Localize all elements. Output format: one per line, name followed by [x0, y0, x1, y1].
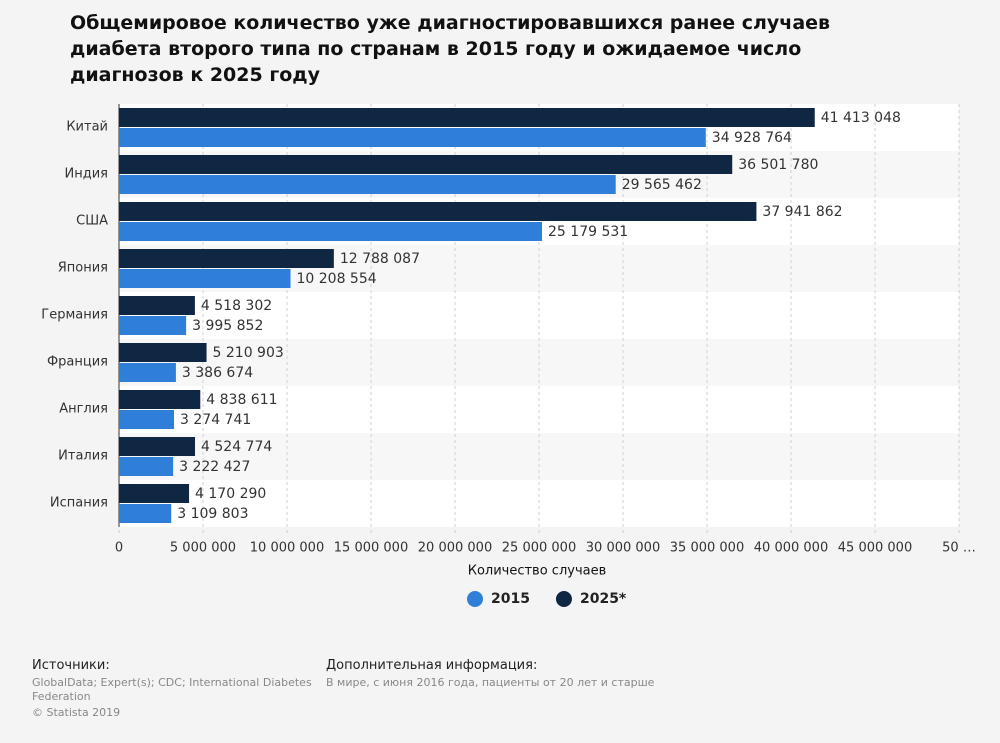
legend-label: 2015 [491, 591, 530, 607]
sources-title: Источники: [32, 658, 110, 673]
bar [119, 202, 757, 221]
value-label: 12 788 087 [340, 251, 420, 267]
value-label: 3 274 741 [180, 412, 251, 428]
x-tick-label: 50 … [942, 541, 976, 556]
bar [119, 108, 815, 127]
legend-marker [467, 591, 483, 607]
info: В мире, с июня 2016 года, пациенты от 20… [326, 676, 655, 689]
x-tick-label: 20 000 000 [418, 541, 492, 556]
bar [119, 316, 187, 335]
legend-label: 2025* [580, 591, 627, 607]
value-label: 3 995 852 [192, 318, 263, 334]
info-title: Дополнительная информация: [326, 658, 538, 673]
y-tick-label: Япония [58, 261, 108, 276]
chart: 0 5 000 000 10 000 000 15 000 000 20 000 000… [41, 104, 976, 607]
x-tick-label: 40 000 000 [754, 541, 828, 556]
x-tick-label: 30 000 000 [586, 541, 660, 556]
bar [119, 175, 616, 194]
bar [119, 484, 190, 503]
value-label: 29 565 462 [622, 177, 702, 193]
bar [119, 222, 543, 241]
value-label: 34 928 764 [712, 130, 792, 146]
bar [119, 363, 176, 382]
value-label: 37 941 862 [762, 204, 842, 220]
x-tick-label: 45 000 000 [838, 541, 912, 556]
bar [119, 390, 201, 409]
x-axis-label: Количество случаев [468, 564, 607, 579]
y-tick-label: Италия [58, 449, 108, 464]
bar [119, 457, 174, 476]
bar [119, 504, 172, 523]
value-label: 3 386 674 [182, 365, 253, 381]
chart-title: Общемировое количество уже диагностирова… [70, 12, 831, 86]
value-label: 4 170 290 [195, 486, 266, 502]
value-label: 4 518 302 [201, 298, 272, 314]
x-tick-label: 35 000 000 [670, 541, 744, 556]
value-label: 4 838 611 [206, 392, 277, 408]
y-tick-label: Англия [59, 402, 108, 417]
copyright: © Statista 2019 [32, 706, 121, 719]
y-tick-label: Индия [65, 167, 108, 182]
y-tick-label: Франция [47, 355, 108, 370]
y-tick-label: США [76, 214, 108, 229]
x-tick-label: 10 000 000 [250, 541, 324, 556]
bar [119, 437, 196, 456]
value-label: 10 208 554 [297, 271, 377, 287]
bar [119, 155, 733, 174]
legend-marker [555, 591, 572, 607]
x-tick-label: 25 000 000 [502, 541, 576, 556]
x-tick-label: 15 000 000 [334, 541, 408, 556]
y-tick-label: Китай [66, 120, 108, 135]
y-tick-label: Германия [41, 308, 108, 323]
bar [119, 269, 291, 288]
x-tick-label: 0 [115, 541, 123, 556]
value-label: 25 179 531 [548, 224, 628, 240]
bar [119, 296, 195, 315]
value-label: 3 222 427 [179, 459, 250, 475]
bar [119, 249, 334, 268]
value-label: 36 501 780 [738, 157, 818, 173]
bar [119, 128, 706, 147]
value-label: 41 413 048 [821, 110, 901, 126]
value-label: 3 109 803 [177, 506, 248, 522]
sources: GlobalData; Expert(s); CDC; Internationa… [32, 676, 312, 703]
bar [119, 410, 175, 429]
y-tick-label: Испания [50, 496, 108, 511]
x-tick-label: 5 000 000 [170, 541, 236, 556]
value-label: 5 210 903 [213, 345, 284, 361]
value-label: 4 524 774 [201, 439, 272, 455]
bar [119, 343, 207, 362]
